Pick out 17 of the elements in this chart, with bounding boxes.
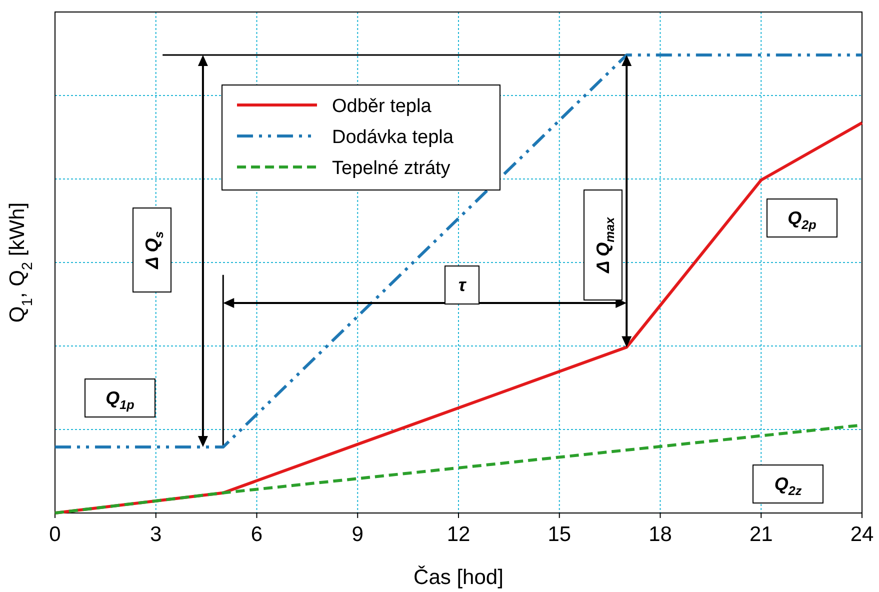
annotation: τ: [458, 275, 468, 295]
annotation: Q$_{2z}$: [774, 474, 802, 498]
x-axis-title: Čas [hod]: [414, 565, 504, 589]
legend-label: Dodávka tepla: [332, 127, 454, 148]
x-tick-label: 9: [352, 523, 364, 546]
legend-label: Tepelné ztráty: [332, 158, 451, 179]
x-tick-label: 21: [749, 523, 773, 546]
x-tick-label: 15: [548, 523, 572, 546]
x-tick-label: 24: [850, 523, 874, 546]
x-tick-label: 3: [150, 523, 162, 546]
legend-label: Odběr tepla: [332, 96, 432, 117]
annotation: Q$_{2p}$: [788, 208, 817, 232]
x-tick-label: 18: [648, 523, 672, 546]
x-tick-label: 0: [49, 523, 61, 546]
x-tick-label: 6: [250, 523, 263, 546]
annotation: Q$_{1p}$: [106, 388, 135, 412]
x-tick-label: 12: [446, 523, 470, 546]
